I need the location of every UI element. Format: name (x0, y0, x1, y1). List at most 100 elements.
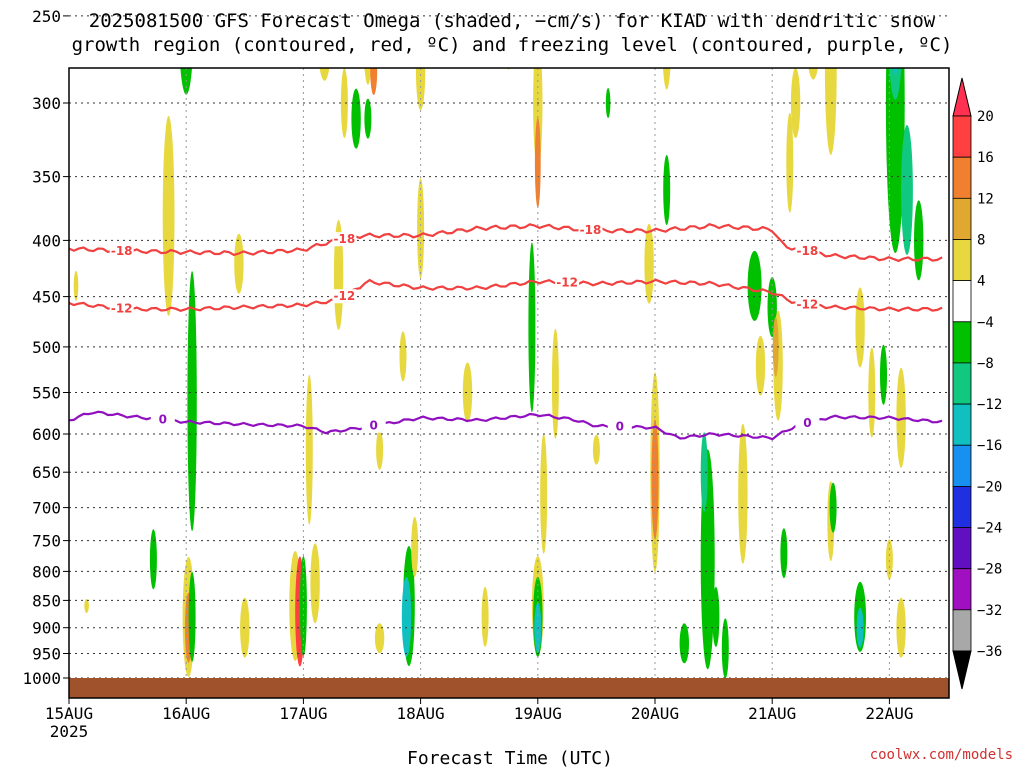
colorbar-segment (952, 115, 972, 158)
contour-label: -12 (556, 276, 578, 290)
omega-cell (417, 178, 425, 279)
omega-cell (855, 287, 865, 368)
colorbar-label: −16 (977, 438, 1002, 454)
omega-cell (528, 242, 536, 413)
colorbar-label: −32 (977, 603, 1002, 619)
contour-label-bg (109, 301, 134, 316)
omega-cell (755, 335, 766, 396)
colorbar-segment (952, 362, 972, 405)
chart-title-line2: growth region (contoured, red, ºC) and f… (72, 34, 953, 56)
contour-label: -18 (111, 244, 133, 258)
omega-cell (401, 576, 412, 657)
y-axis: 250 300 350 400 450 500 550 600 650 700 750 800 850 9… (22, 7, 69, 688)
colorbar-top-arrow (952, 77, 972, 117)
colorbar-segment (952, 527, 972, 570)
x-tick-label: 19AUG (514, 704, 562, 723)
y-tick-label: 750 (32, 532, 61, 551)
omega-cell (411, 516, 419, 577)
omega-cell (889, 68, 902, 100)
omega-cell (364, 68, 372, 85)
colorbar-label: 16 (977, 150, 994, 166)
omega-cell (534, 117, 541, 208)
contour-label-bg (578, 223, 603, 238)
contour-label: 0 (159, 413, 167, 427)
y-tick-label: 450 (32, 288, 61, 307)
omega-cell (84, 599, 89, 613)
y-tick-label: 950 (32, 645, 61, 664)
omega-cell (885, 539, 893, 580)
x-tick-label: 17AUG (279, 704, 327, 723)
x-axis: 15AUG 16AUG 17AUG 18AUG 19AUG 20AUG 21AUG 22AUG (45, 698, 913, 723)
omega-cell (374, 623, 385, 654)
omega-cell (868, 347, 876, 438)
colorbar-label: −28 (977, 562, 1002, 578)
contour-label-bg (795, 244, 820, 258)
contour-label-bg (795, 297, 820, 312)
x-tick-label: 15AUG (45, 704, 93, 723)
omega-cell (896, 597, 906, 658)
omega-cell (149, 529, 157, 590)
y-tick-label: 900 (32, 619, 61, 638)
colorbar-label: −20 (977, 479, 1002, 495)
omega-cell (551, 328, 559, 439)
omega-cell (340, 68, 348, 138)
omega-cell (162, 115, 175, 316)
contour-label: -18 (334, 232, 356, 246)
omega-cell (364, 98, 372, 139)
omega-cell (712, 586, 720, 647)
omega-cell (462, 362, 473, 423)
y-tick-label: 550 (32, 384, 61, 403)
x-axis-year: 2025 (50, 722, 89, 741)
omega-cell (663, 155, 671, 225)
y-tick-label: 800 (32, 562, 61, 581)
y-tick-label: 650 (32, 463, 61, 482)
credit-link[interactable]: coolwx.com/models (870, 747, 1013, 763)
omega-cell (605, 88, 611, 118)
omega-cell (592, 434, 600, 465)
colorbar: 20 16 12 8 4 −4 −8 −12 −16 −20 −24 −28 −32 −36 (952, 77, 1002, 690)
omega-cell (856, 607, 864, 648)
contour-label: -12 (797, 297, 819, 311)
omega-cell (679, 623, 689, 664)
omega-cell (885, 68, 905, 253)
omega-cell (351, 88, 361, 149)
omega-cell (829, 482, 837, 533)
contour-label: 0 (803, 416, 811, 430)
contour-label-bg (361, 418, 386, 433)
omega-cell (188, 571, 196, 662)
omega-cell (481, 586, 489, 647)
contour-label-bg (607, 419, 632, 434)
contour-label: 0 (616, 420, 624, 434)
colorbar-label: 20 (977, 109, 994, 125)
plot-area (69, 68, 949, 698)
contour-label-bg (332, 232, 357, 247)
colorbar-label: 4 (977, 274, 985, 290)
colorbar-segment (952, 609, 972, 652)
contour-label: -12 (111, 302, 133, 316)
y-tick-label: 1000 (22, 669, 61, 688)
colorbar-bottom-arrow (952, 650, 972, 690)
colorbar-segment (952, 485, 972, 528)
plot-frame (68, 67, 950, 699)
colorbar-label: −36 (977, 644, 1002, 660)
colorbar-segment (952, 568, 972, 611)
contour-label-bg (795, 416, 820, 430)
contour-lines: -18 -18 -18 -18 -12 -12 -12 -12 0 0 0 0 (69, 222, 943, 441)
contour-label-bg (332, 289, 357, 304)
omega-cell (299, 556, 307, 656)
colorbar-segment (952, 197, 972, 240)
omega-cell (540, 433, 548, 554)
omega-cell (234, 233, 244, 294)
contour-label-bg (109, 243, 134, 258)
omega-cell (824, 68, 837, 155)
omega-cell (319, 68, 330, 81)
omega-cell (893, 68, 898, 75)
colorbar-label: −8 (977, 356, 994, 372)
omega-cell (644, 223, 654, 304)
y-tick-label: 400 (32, 231, 61, 250)
omega-cell (808, 68, 818, 80)
colorbar-label: 12 (977, 191, 994, 207)
omega-cell (415, 68, 426, 110)
contour-label-bg (555, 275, 580, 290)
omega-cell (651, 419, 659, 540)
